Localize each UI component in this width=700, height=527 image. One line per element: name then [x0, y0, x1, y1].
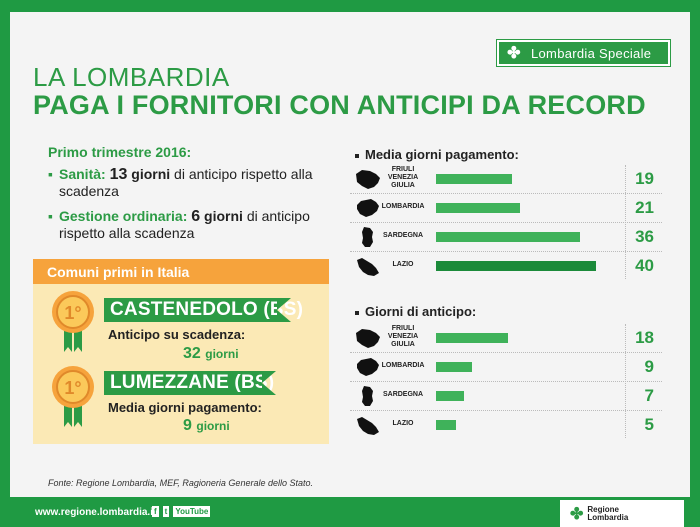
region-label: LAZIO [392, 261, 414, 268]
chart-row: FRIULI VENEZIA GIULIA 18 [350, 324, 660, 352]
comune-name: LUMEZZANE (BS) [104, 371, 276, 395]
comune-value: 9 giorni [183, 417, 230, 435]
gold-medal-icon: 1° [52, 291, 94, 352]
region-label: FRIULI VENEZIA GIULIA [387, 325, 419, 348]
chart-value-label: 36 [635, 227, 654, 246]
chart-value-label: 19 [635, 169, 654, 188]
row-divider [350, 381, 662, 382]
badge-label: Lombardia Speciale [531, 45, 652, 61]
logo-line-2: Lombardia [587, 512, 629, 522]
chart-bar [436, 362, 472, 372]
summary-item-unit: giorni [204, 208, 243, 224]
logo-line-1: Regione [587, 504, 619, 514]
bullet-icon: ▪ [48, 166, 53, 182]
region-map-icon [362, 227, 373, 247]
column-divider [625, 165, 626, 279]
social-links: f t YouTube [152, 506, 211, 517]
bullet-icon [355, 310, 359, 315]
twitter-icon[interactable]: t [162, 506, 170, 517]
region-map-icon [356, 329, 380, 348]
region-map-icon [357, 199, 379, 217]
region-map-icon [356, 170, 380, 189]
summary-item-number: 6 [191, 208, 201, 225]
comune-value-unit: giorni [196, 419, 230, 433]
clover-logo-icon: ✤ [507, 45, 521, 62]
comune-value-number: 32 [183, 345, 201, 362]
youtube-icon[interactable]: YouTube [173, 506, 211, 517]
chart-title-anticipo: Giorni di anticipo: [355, 304, 476, 319]
region-label: LAZIO [392, 420, 414, 427]
chart-value-label: 5 [644, 415, 654, 434]
comune-value-number: 9 [183, 417, 192, 434]
row-divider [350, 352, 662, 353]
chart-title-text: Giorni di anticipo: [365, 304, 477, 319]
title-line-1: LA LOMBARDIA [33, 62, 230, 92]
summary-item-gestione: ▪ Gestione ordinaria: 6 giorni di antici… [48, 208, 328, 242]
chart-bar [436, 333, 508, 343]
summary-item-label: Sanità: [59, 166, 106, 182]
region-label: FRIULI VENEZIA GIULIA [387, 166, 419, 189]
comuni-heading: Comuni primi in Italia [33, 259, 329, 284]
chart-row: LOMBARDIA 21 [350, 194, 660, 222]
row-divider [350, 410, 662, 411]
chart-bar [436, 174, 512, 184]
facebook-icon[interactable]: f [152, 506, 159, 517]
title-line-2: PAGA I FORNITORI CON ANTICIPI DA RECORD [33, 90, 646, 120]
source-note: Fonte: Regione Lombardia, MEF, Ragioneri… [48, 478, 313, 488]
summary-item-rest: di anticipo rispetto alla scadenza [59, 208, 310, 241]
summary-item-unit: giorni [131, 166, 171, 182]
bullet-icon: ▪ [48, 208, 53, 224]
chart-row: SARDEGNA 7 [350, 382, 660, 410]
chart-row: SARDEGNA 36 [350, 223, 660, 251]
chart-bar [436, 420, 456, 430]
clover-logo-icon: ✤ [570, 505, 584, 523]
region-map-icon [357, 258, 379, 276]
summary-item-label: Gestione ordinaria: [59, 208, 188, 224]
chart-value-label: 7 [644, 386, 654, 405]
lombardia-speciale-badge: ✤ Lombardia Speciale [496, 39, 671, 67]
summary-item-sanita: ▪ Sanità: 13 giorni di anticipo rispetto… [48, 166, 328, 200]
region-label: LOMBARDIA [381, 362, 425, 369]
medal-rank: 1° [64, 378, 81, 398]
chart-title-media: Media giorni pagamento: [355, 147, 519, 162]
row-divider [350, 193, 662, 194]
column-divider [625, 324, 626, 438]
medal-rank: 1° [64, 303, 81, 323]
chart-bar [436, 391, 464, 401]
chart-value-label: 9 [644, 357, 654, 376]
summary-heading: Primo trimestre 2016: [48, 144, 192, 160]
bullet-icon [355, 153, 359, 158]
summary-item-number: 13 [109, 166, 128, 183]
comune-name: CASTENEDOLO (BS) [104, 298, 303, 322]
summary-item-rest: di anticipo rispetto alla scadenza [59, 166, 313, 199]
chart-row: FRIULI VENEZIA GIULIA 19 [350, 165, 660, 193]
region-map-icon [357, 358, 379, 376]
regione-lombardia-logo: ✤ Regione Lombardia [560, 500, 684, 527]
region-map-icon [357, 417, 379, 435]
chart-row: LAZIO 40 [350, 252, 660, 280]
comune-label: Anticipo su scadenza: [108, 327, 246, 342]
row-divider [350, 222, 662, 223]
row-divider [350, 251, 662, 252]
chart-row: LAZIO 5 [350, 411, 660, 439]
chart-bar [436, 261, 596, 271]
chart-value-label: 18 [635, 328, 654, 347]
footer: www.regione.lombardia.it f t YouTube [0, 497, 700, 527]
comune-value: 32 giorni [183, 345, 239, 363]
chart-value-label: 21 [635, 198, 654, 217]
gold-medal-icon: 1° [52, 366, 94, 427]
website-link[interactable]: www.regione.lombardia.it [35, 507, 157, 518]
chart-bar [436, 232, 580, 242]
chart-title-text: Media giorni pagamento: [365, 147, 519, 162]
comune-label: Media giorni pagamento: [108, 400, 262, 415]
region-map-icon [362, 386, 373, 406]
region-label: LOMBARDIA [381, 203, 425, 210]
chart-bar [436, 203, 520, 213]
region-label: SARDEGNA [382, 232, 424, 239]
comune-value-unit: giorni [205, 347, 239, 361]
chart-value-label: 40 [635, 256, 654, 275]
region-label: SARDEGNA [382, 391, 424, 398]
chart-row: LOMBARDIA 9 [350, 353, 660, 381]
